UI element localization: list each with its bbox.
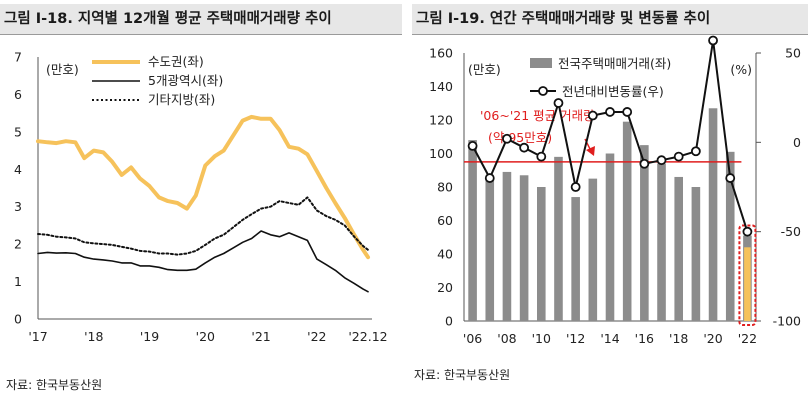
unit-label: (만호): [46, 62, 79, 77]
highlight-box: [738, 224, 757, 326]
y-tick-label: 120: [429, 113, 453, 128]
unit-left-label: (만호): [468, 62, 501, 77]
change-rate-marker: [708, 35, 718, 46]
annotation-line2: (약 95만호): [488, 130, 552, 145]
change-rate-marker: [484, 173, 495, 183]
chart-18-plot: 0 1 2 3 4 5 6 7 '17 '18 '19 '20 '21 '22 '22.12 (만호) 수도권(…: [14, 50, 388, 345]
bar: [537, 187, 546, 321]
bar: [674, 176, 683, 321]
legend-label: 5개광역시(좌): [148, 73, 223, 88]
annotation-arrow-head: [586, 146, 595, 156]
change-rate-marker: [553, 98, 564, 108]
x-tick-label: '22: [307, 329, 326, 344]
y-tick-label: 5: [14, 124, 22, 139]
y-tick-label: 20: [437, 280, 453, 295]
bar: [571, 197, 580, 321]
change-rate-marker: [639, 158, 650, 169]
bar: [588, 178, 598, 321]
chart-19-heading-rule: [412, 34, 808, 35]
change-rate-marker: [570, 182, 581, 192]
change-rate-marker: [536, 151, 547, 162]
series-line: [36, 114, 370, 260]
legend-label-line: 전년대비변동률(우): [562, 84, 664, 99]
x-tick-label: '12: [566, 331, 585, 346]
y2-tick-label: -50: [781, 224, 801, 239]
bar: [468, 140, 477, 321]
y-tick-label: 140: [429, 79, 453, 94]
change-rate-marker: [656, 155, 667, 166]
annotation-line1: '06~'21 평균 거래량: [480, 108, 595, 123]
x-tick-label: '17: [28, 329, 47, 344]
change-rate-marker: [673, 151, 684, 162]
y-tick-label: 100: [429, 146, 453, 161]
y-tick-label: 4: [14, 162, 22, 177]
x-tick-label: '14: [600, 331, 619, 346]
change-rate-marker: [690, 146, 701, 157]
x-tick-label: '21: [251, 329, 270, 344]
bar: [605, 153, 615, 321]
x-tick-label: '19: [140, 329, 159, 344]
bar: [691, 187, 701, 321]
highlight-fill: [744, 247, 751, 321]
x-tick-label: '18: [669, 331, 688, 346]
series-line: [37, 196, 369, 256]
chart-18-heading: 그림 Ⅰ-18. 지역별 12개월 평균 주택매매거래량 추이: [0, 4, 402, 34]
y-tick-label: 80: [437, 180, 453, 195]
chart-18-heading-rule: [0, 34, 402, 35]
change-rate-marker: [742, 226, 753, 237]
x-tick-label: '10: [532, 331, 551, 346]
y-tick-label: 160: [429, 46, 453, 61]
x-tick-label: '18: [84, 329, 103, 344]
bar: [502, 171, 512, 321]
legend-swatch-bars: [530, 58, 552, 68]
x-tick-label: '22: [738, 331, 757, 346]
change-rate-marker: [502, 133, 512, 144]
x-tick-label: '20: [703, 331, 722, 346]
change-rate-marker: [605, 107, 615, 117]
series-line: [37, 230, 369, 293]
y-tick-label: 6: [14, 87, 22, 102]
legend-label: 기타지방(좌): [148, 92, 215, 107]
y-tick-label: 2: [14, 237, 22, 252]
unit-right-label: (%): [730, 62, 752, 77]
legend-label-bars: 전국주택매매거래(좌): [558, 56, 671, 71]
chart-18-source: 자료: 한국부동산원: [6, 378, 103, 392]
change-rate-marker: [519, 142, 530, 153]
x-tick-label: '08: [497, 331, 516, 346]
bar: [725, 151, 735, 321]
y-tick-label: 3: [14, 199, 22, 214]
change-rate-marker: [622, 107, 633, 117]
change-rate-marker: [467, 141, 478, 151]
y-tick-label: 0: [14, 312, 22, 327]
x-tick-label: '20: [196, 329, 215, 344]
bar: [554, 156, 563, 321]
bar: [622, 121, 632, 321]
change-rate-marker: [587, 110, 598, 121]
y-tick-label: 40: [437, 247, 453, 262]
chart-19-heading: 그림 Ⅰ-19. 연간 주택매매거래량 및 변동률 추이: [412, 4, 808, 34]
bar: [708, 108, 718, 322]
chart-19-source: 자료: 한국부동산원: [414, 368, 511, 382]
y2-tick-label: 0: [793, 135, 801, 150]
bar: [640, 145, 649, 321]
legend-label: 수도권(좌): [148, 54, 204, 69]
bar: [657, 163, 666, 321]
y2-tick-label: -100: [773, 314, 801, 329]
y-tick-label: 1: [14, 274, 22, 289]
y-tick-label: 0: [445, 314, 453, 329]
bar: [519, 175, 529, 321]
y2-tick-label: 50: [785, 46, 801, 61]
x-tick-label: '22.12: [348, 329, 387, 344]
bar: [485, 176, 495, 321]
y-tick-label: 60: [437, 213, 453, 228]
change-rate-marker: [725, 173, 736, 183]
legend-swatch-marker: [538, 86, 548, 96]
x-tick-label: '16: [635, 331, 654, 346]
y-tick-label: 7: [14, 50, 22, 65]
x-tick-label: '06: [463, 331, 482, 346]
